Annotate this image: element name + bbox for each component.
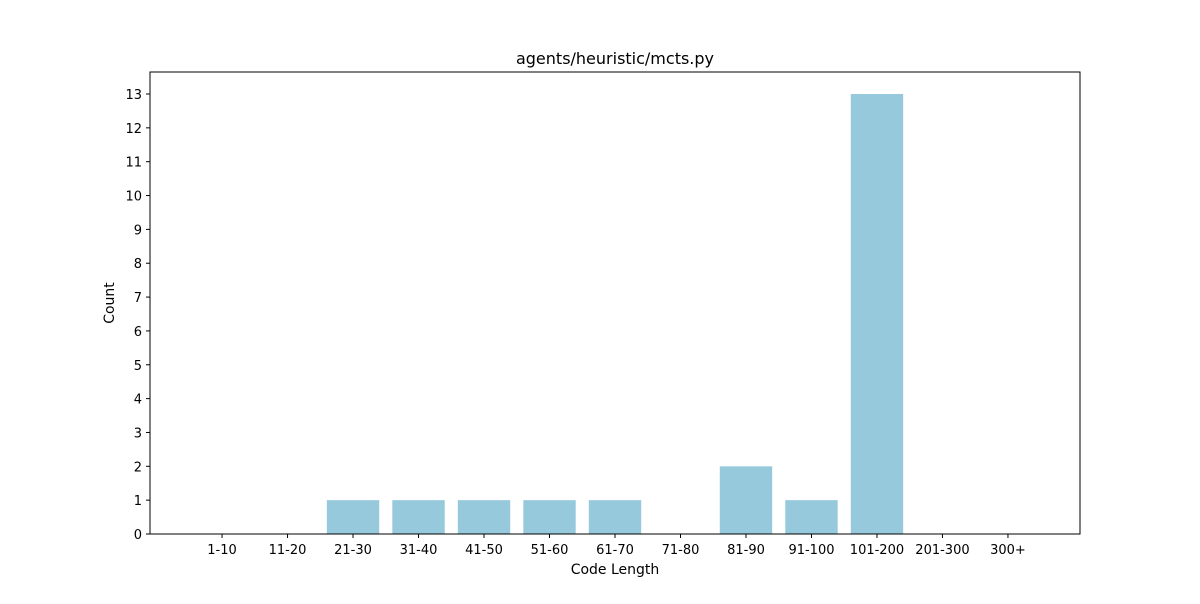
bar-31-40 xyxy=(392,500,445,534)
y-tick-label: 5 xyxy=(134,359,142,374)
bar-61-70 xyxy=(588,500,642,534)
x-tick-label: 11-20 xyxy=(269,543,307,558)
x-tick-label: 31-40 xyxy=(400,543,438,558)
x-tick-label: 21-30 xyxy=(334,543,372,558)
y-tick-label: 0 xyxy=(134,528,142,543)
x-tick-label: 41-50 xyxy=(465,543,503,558)
y-tick-label: 12 xyxy=(125,122,142,137)
y-tick-label: 6 xyxy=(134,325,142,340)
bar-41-50 xyxy=(457,500,511,534)
x-tick-label: 1-10 xyxy=(207,543,237,558)
x-tick-label: 101-200 xyxy=(850,543,904,558)
bar-21-30 xyxy=(326,500,380,534)
y-tick-label: 13 xyxy=(125,88,142,103)
bars-group xyxy=(326,94,904,534)
y-tick-label: 10 xyxy=(125,190,142,205)
x-axis-label: Code Length xyxy=(571,562,660,578)
x-tick-label: 91-100 xyxy=(788,543,834,558)
x-tick-label: 71-80 xyxy=(662,543,700,558)
x-axis: 1-10 11-20 21-30 31-40 41-50 51-60 61-70 71-80 8… xyxy=(207,534,1026,558)
y-tick-label: 3 xyxy=(134,426,142,441)
x-tick-label: 61-70 xyxy=(596,543,634,558)
x-tick-label: 300+ xyxy=(990,543,1026,558)
bar-91-100 xyxy=(785,500,838,534)
y-tick-label: 8 xyxy=(134,257,142,272)
plot-frame xyxy=(149,71,1081,535)
y-tick-label: 1 xyxy=(134,494,142,509)
y-axis-label: Count xyxy=(102,282,118,324)
chart-title: agents/heuristic/mcts.py xyxy=(516,49,714,68)
y-tick-label: 7 xyxy=(134,291,142,306)
bar-51-60 xyxy=(523,500,576,534)
y-tick-label: 11 xyxy=(125,156,142,171)
bar-101-200 xyxy=(850,94,904,534)
y-tick-label: 4 xyxy=(134,393,142,408)
y-tick-label: 2 xyxy=(134,460,142,475)
x-tick-label: 51-60 xyxy=(531,543,569,558)
bar-81-90 xyxy=(719,466,773,534)
x-tick-label: 201-300 xyxy=(915,543,969,558)
x-tick-label: 81-90 xyxy=(727,543,765,558)
y-tick-label: 9 xyxy=(134,223,142,238)
